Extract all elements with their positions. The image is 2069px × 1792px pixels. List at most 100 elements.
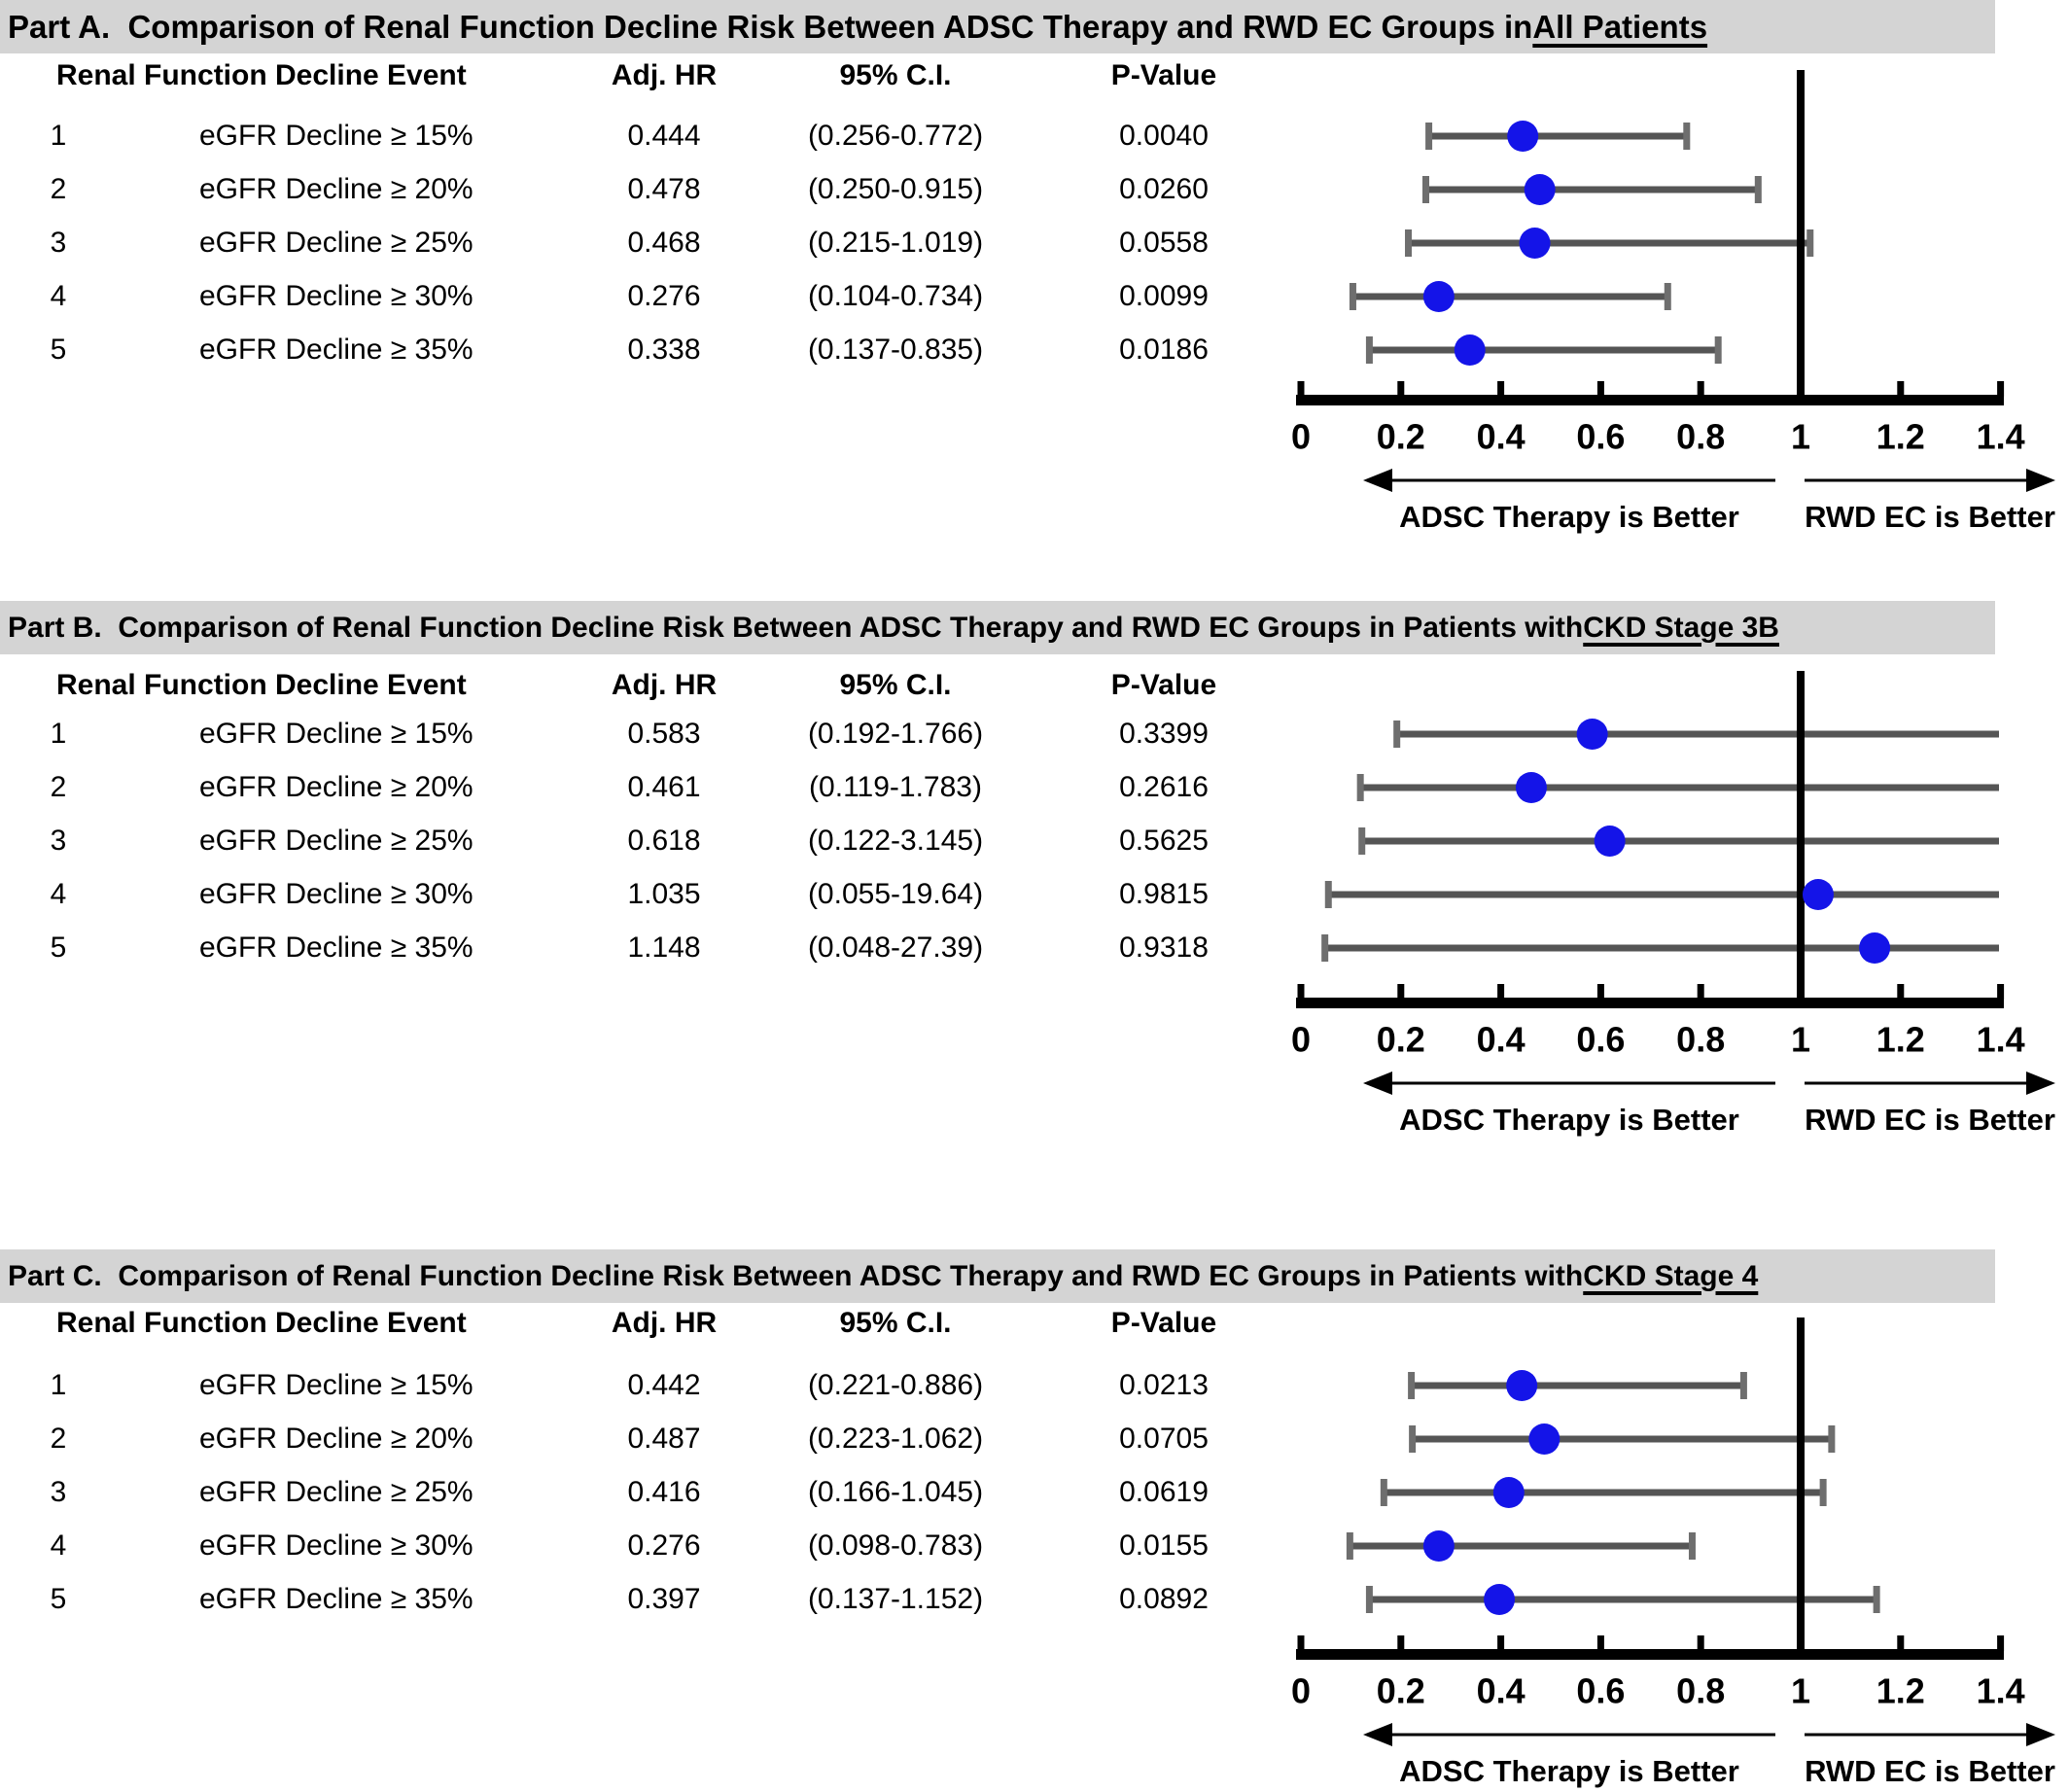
x-axis-tick-label: 1 xyxy=(1791,1020,1810,1060)
section-title-text: Comparison of Renal Function Decline Ris… xyxy=(101,1259,1584,1292)
column-header-adj-hr: Adj. HR xyxy=(611,59,718,91)
row-number: 1 xyxy=(50,120,67,152)
section-part-label: Part A. xyxy=(8,8,111,45)
x-axis-tick xyxy=(1397,381,1405,397)
right-arrow-label: RWD EC is Better xyxy=(1805,500,2055,534)
ci-bar xyxy=(1350,1542,1693,1550)
ci-cap-right xyxy=(1819,1479,1827,1506)
x-axis-tick xyxy=(1697,984,1704,1000)
row-number: 3 xyxy=(50,1476,67,1508)
ci-bar xyxy=(1361,837,1999,845)
ci-cap-right xyxy=(1714,336,1722,364)
section-title-underlined: All Patients xyxy=(1532,8,1708,45)
column-header-event: Renal Function Decline Event xyxy=(56,59,467,91)
row-event-label: eGFR Decline ≥ 20% xyxy=(199,771,473,803)
section-title-bar: Part B. Comparison of Renal Function Dec… xyxy=(0,601,1995,654)
x-axis-tick xyxy=(1797,381,1805,397)
column-header-p-value: P-Value xyxy=(1110,1307,1217,1339)
row-number: 3 xyxy=(50,825,67,857)
row-adj-hr: 0.461 xyxy=(627,771,701,803)
hr-point-marker xyxy=(1422,281,1455,312)
column-header-event: Renal Function Decline Event xyxy=(56,1307,467,1339)
ci-cap-left xyxy=(1380,1479,1387,1506)
x-axis-tick-label: 0.2 xyxy=(1377,1020,1425,1060)
right-arrow-label: RWD EC is Better xyxy=(1805,1754,2055,1788)
row-p-value: 0.0705 xyxy=(1119,1423,1209,1455)
column-header-event: Renal Function Decline Event xyxy=(56,669,467,701)
row-adj-hr: 1.148 xyxy=(627,931,701,964)
x-axis-tick-label: 0.2 xyxy=(1377,417,1425,457)
hr-point-marker xyxy=(1507,121,1539,152)
ci-cap-right xyxy=(1664,283,1671,310)
x-axis-tick xyxy=(1997,381,2005,397)
x-axis-tick xyxy=(1397,1635,1405,1651)
x-axis-tick-label: 1.2 xyxy=(1876,1671,1925,1711)
right-arrow-label: RWD EC is Better xyxy=(1805,1103,2055,1137)
ci-cap-right xyxy=(1739,1372,1747,1399)
x-axis-tick-label: 0 xyxy=(1291,1671,1311,1711)
ci-bar xyxy=(1369,1596,1877,1603)
left-arrow-label: ADSC Therapy is Better xyxy=(1399,500,1739,534)
row-ci: (0.166-1.045) xyxy=(807,1476,984,1508)
x-axis-tick xyxy=(1596,381,1604,397)
hr-point-marker xyxy=(1519,228,1551,259)
row-event-label: eGFR Decline ≥ 35% xyxy=(199,931,473,964)
row-adj-hr: 0.442 xyxy=(627,1369,701,1401)
x-axis-line xyxy=(1296,1649,2004,1660)
row-p-value: 0.0099 xyxy=(1119,280,1209,312)
row-number: 2 xyxy=(50,771,67,803)
ci-cap-left xyxy=(1408,1372,1416,1399)
x-axis-tick-label: 1.4 xyxy=(1977,1671,2025,1711)
ci-bar xyxy=(1324,944,1999,952)
row-adj-hr: 0.618 xyxy=(627,825,701,857)
row-adj-hr: 0.338 xyxy=(627,334,701,366)
x-axis-tick-label: 0.6 xyxy=(1576,1671,1625,1711)
column-header-adj-hr: Adj. HR xyxy=(611,1307,718,1339)
hr-point-marker xyxy=(1859,932,1891,964)
ci-cap-left xyxy=(1365,1586,1373,1613)
hr-point-marker xyxy=(1484,1584,1516,1615)
ci-cap-right xyxy=(1754,176,1762,203)
row-event-label: eGFR Decline ≥ 25% xyxy=(199,825,473,857)
row-p-value: 0.0558 xyxy=(1119,227,1209,259)
row-ci: (0.221-0.886) xyxy=(807,1369,984,1401)
section-title-underlined: CKD Stage 4 xyxy=(1583,1259,1759,1292)
row-ci: (0.250-0.915) xyxy=(807,173,984,205)
ci-bar xyxy=(1360,784,1999,791)
x-axis-tick-label: 0.4 xyxy=(1477,1671,1525,1711)
row-p-value: 0.3399 xyxy=(1119,718,1209,750)
column-header-ci: 95% C.I. xyxy=(839,59,952,91)
ci-cap-left xyxy=(1422,176,1429,203)
x-axis-tick xyxy=(1697,381,1704,397)
row-p-value: 0.9815 xyxy=(1119,878,1209,910)
hr-point-marker xyxy=(1454,334,1486,366)
right-arrow-head xyxy=(2026,1072,2055,1095)
x-axis-tick xyxy=(1897,984,1905,1000)
section-title-underlined: CKD Stage 3B xyxy=(1583,611,1779,644)
section-title-text: Comparison of Renal Function Decline Ris… xyxy=(101,611,1584,644)
x-axis-tick xyxy=(1497,984,1505,1000)
hr-point-marker xyxy=(1506,1370,1538,1401)
ci-cap-left xyxy=(1356,774,1364,801)
section-title-text: Comparison of Renal Function Decline Ris… xyxy=(110,8,1533,45)
hr-point-marker xyxy=(1524,174,1556,205)
x-axis-tick xyxy=(1797,984,1805,1000)
column-header-p-value: P-Value xyxy=(1110,669,1217,701)
left-arrow-head xyxy=(1363,469,1392,492)
row-number: 5 xyxy=(50,1583,67,1615)
x-axis-tick-label: 1.4 xyxy=(1977,1020,2025,1060)
left-arrow-head xyxy=(1363,1723,1392,1746)
ci-cap-left xyxy=(1409,1425,1417,1453)
row-number: 4 xyxy=(50,878,67,910)
row-p-value: 0.0040 xyxy=(1119,120,1209,152)
ci-cap-left xyxy=(1346,1532,1353,1560)
x-axis-tick xyxy=(1897,1635,1905,1651)
ci-bar xyxy=(1384,1489,1824,1496)
row-p-value: 0.0260 xyxy=(1119,173,1209,205)
hr-point-marker xyxy=(1576,719,1608,750)
x-axis-tick xyxy=(1497,1635,1505,1651)
ci-bar xyxy=(1408,239,1810,247)
x-axis-tick xyxy=(1297,984,1305,1000)
ci-bar xyxy=(1352,293,1668,300)
